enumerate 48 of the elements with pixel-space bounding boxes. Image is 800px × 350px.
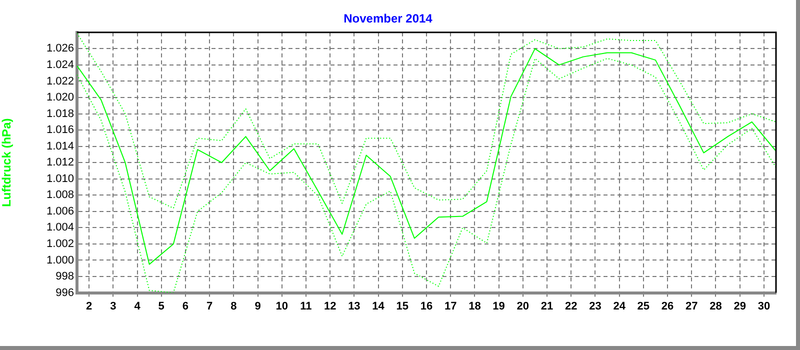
x-tick-label: 17 [444,300,457,312]
y-tick-label: 1.014 [46,140,74,152]
x-tick-label: 25 [637,300,650,312]
y-tick-label: 996 [56,286,74,299]
x-tick-label: 20 [516,300,530,312]
x-tick-label: 7 [206,300,213,312]
x-tick-label: 9 [254,300,261,312]
x-tick-label: 16 [420,300,433,312]
y-tick-label: 1.008 [46,189,74,202]
chart-title: November 2014 [344,12,433,26]
x-tick-label: 4 [134,300,142,312]
x-tick-label: 6 [182,300,189,312]
x-tick-label: 22 [564,300,578,312]
y-axis-title: Luftdruck (hPa) [0,118,14,207]
x-tick-label: 29 [734,300,746,312]
y-tick-label: 1.026 [46,42,74,55]
y-tick-label: 1.004 [46,222,74,234]
y-tick-label: 1.006 [46,205,74,218]
y-tick-label: 1.022 [46,75,74,88]
x-tick-label: 24 [613,300,626,312]
x-tick-label: 19 [492,300,505,312]
x-tick-label: 28 [710,300,722,312]
y-tick-label: 998 [56,270,74,283]
x-tick-label: 8 [230,300,237,312]
x-tick-label: 11 [300,300,312,312]
y-tick-label: 1.002 [46,238,74,250]
x-tick-label: 12 [324,300,336,312]
x-tick-label: 30 [758,300,770,312]
x-tick-label: 5 [158,300,164,312]
x-tick-label: 27 [686,300,698,312]
x-tick-label: 18 [468,300,481,312]
x-tick-label: 3 [110,300,116,312]
x-tick-label: 10 [276,300,288,312]
x-tick-label: 15 [396,300,409,312]
x-tick-label: 2 [86,300,92,312]
x-tick-label: 26 [661,300,674,312]
x-tick-label: 21 [540,300,554,312]
x-tick-label: 14 [372,300,386,312]
y-tick-label: 1.020 [46,92,74,104]
y-tick-label: 1.024 [46,58,74,71]
y-tick-label: 1.018 [46,108,74,120]
y-tick-label: 1.012 [46,156,74,169]
y-tick-label: 1.016 [46,124,74,136]
y-tick-label: 1.000 [46,254,74,266]
line-series [77,32,776,209]
x-tick-label: 23 [589,300,602,312]
x-tick-label: 13 [348,300,360,312]
y-tick-label: 1.010 [46,172,74,185]
